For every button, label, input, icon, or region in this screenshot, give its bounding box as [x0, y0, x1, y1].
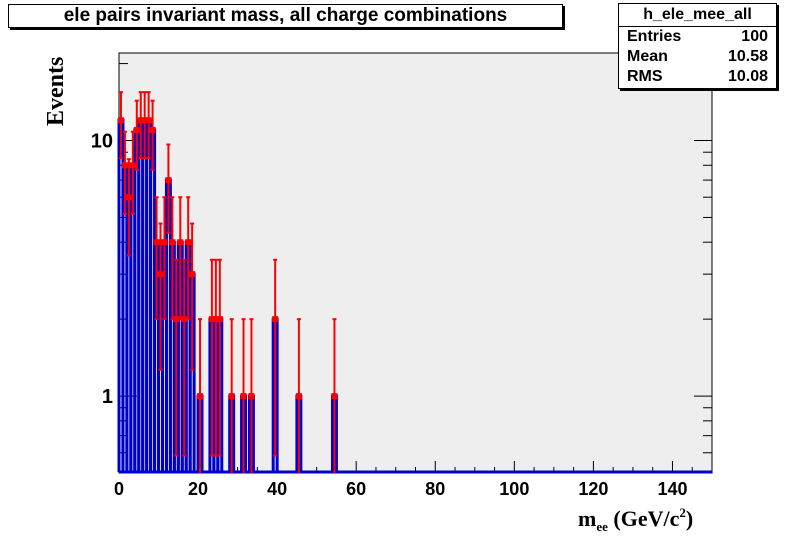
data-marker [161, 239, 168, 246]
x-tick-label: 140 [657, 479, 687, 499]
data-marker [185, 239, 192, 246]
x-tick-label: 0 [114, 479, 124, 499]
data-marker [197, 393, 204, 400]
stats-entries-label: Entries [627, 28, 682, 45]
data-marker [121, 162, 128, 169]
x-tick-label: 60 [346, 479, 366, 499]
x-axis-label-close: ) [686, 506, 693, 531]
stats-entries-row: Entries 100 [619, 27, 776, 47]
data-marker [153, 239, 160, 246]
data-marker [117, 117, 124, 124]
data-marker [137, 117, 144, 124]
data-marker [125, 194, 132, 201]
data-marker [145, 117, 152, 124]
stats-mean-label: Mean [627, 48, 668, 65]
x-axis-label: mee (GeV/c2) [578, 505, 693, 534]
stats-rms-row: RMS 10.08 [619, 67, 776, 87]
x-tick-label: 40 [267, 479, 287, 499]
data-marker [295, 393, 302, 400]
x-axis-label-sub: ee [596, 519, 608, 534]
data-marker [141, 117, 148, 124]
data-marker [177, 239, 184, 246]
data-marker [208, 316, 215, 323]
data-marker [272, 316, 279, 323]
data-marker [129, 162, 136, 169]
data-marker [173, 316, 180, 323]
stats-rms-value: 10.08 [727, 68, 768, 85]
stats-box: h_ele_mee_all Entries 100 Mean 10.58 RMS… [618, 3, 777, 89]
data-marker [133, 126, 140, 133]
data-markers [117, 117, 338, 400]
stats-mean-value: 10.58 [727, 48, 768, 65]
data-marker [181, 316, 188, 323]
chart-title: ele pairs invariant mass, all charge com… [8, 4, 563, 28]
data-marker [240, 393, 247, 400]
data-marker [212, 316, 219, 323]
stats-histogram-name: h_ele_mee_all [619, 4, 776, 27]
data-marker [216, 316, 223, 323]
y-tick-label: 1 [102, 386, 113, 408]
data-marker [165, 177, 172, 184]
data-marker [248, 393, 255, 400]
data-marker [228, 393, 235, 400]
stats-rms-label: RMS [627, 68, 663, 85]
y-tick-label: 10 [91, 131, 113, 153]
y-axis-label: Events [43, 57, 69, 126]
plot-frame [118, 52, 713, 474]
data-marker [157, 271, 164, 278]
x-tick-label: 20 [188, 479, 208, 499]
data-marker [331, 393, 338, 400]
x-tick-label: 80 [425, 479, 445, 499]
x-axis-label-sup: 2 [679, 505, 686, 520]
data-marker [169, 239, 176, 246]
data-marker [149, 126, 156, 133]
data-marker [189, 271, 196, 278]
x-axis-label-main: m [578, 506, 596, 531]
stats-entries-value: 100 [741, 28, 768, 45]
error-bars [118, 91, 337, 473]
x-tick-label: 120 [578, 479, 608, 499]
x-tick-label: 100 [499, 479, 529, 499]
stats-mean-row: Mean 10.58 [619, 47, 776, 67]
x-axis-label-unit: (GeV/c [608, 506, 680, 531]
axis-tick-labels: 0 20 40 60 80 100 120 140 1 10 [91, 131, 688, 499]
